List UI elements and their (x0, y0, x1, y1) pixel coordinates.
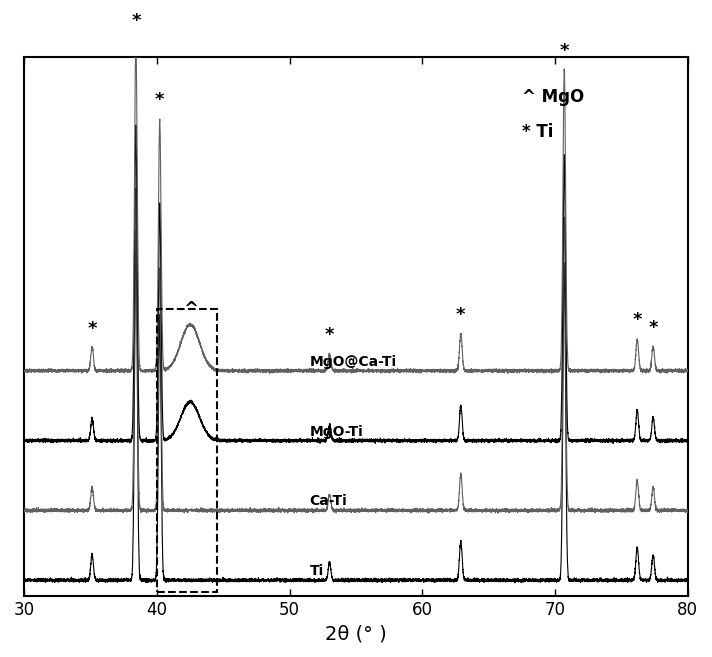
Text: *: * (632, 311, 642, 329)
Text: *: * (325, 326, 334, 344)
Text: ^ MgO: ^ MgO (522, 87, 584, 106)
Text: *: * (131, 12, 140, 30)
Text: ^: ^ (183, 300, 198, 319)
Text: Ca-Ti: Ca-Ti (310, 495, 347, 509)
Bar (157, 309, 216, 592)
Text: *: * (88, 320, 97, 338)
Text: MgO@Ca-Ti: MgO@Ca-Ti (310, 355, 397, 369)
Text: *: * (456, 306, 466, 325)
X-axis label: 2θ (° ): 2θ (° ) (325, 624, 387, 643)
Text: Ti: Ti (310, 564, 324, 578)
Text: *: * (649, 319, 658, 338)
Text: * Ti: * Ti (522, 123, 553, 141)
Text: *: * (155, 91, 164, 109)
Text: *: * (560, 41, 569, 60)
Text: MgO-Ti: MgO-Ti (310, 424, 363, 439)
